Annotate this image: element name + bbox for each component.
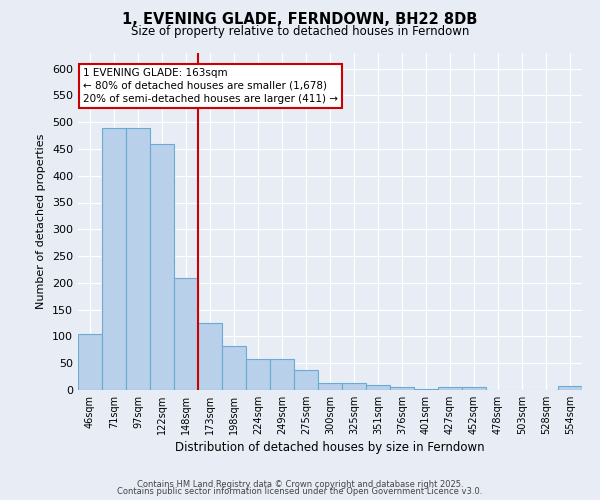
Bar [270, 360, 294, 390]
Bar [462, 388, 486, 390]
Bar [438, 388, 462, 390]
Bar [342, 383, 366, 390]
Bar [246, 360, 270, 390]
Bar [150, 144, 174, 390]
Bar [390, 388, 414, 390]
Bar [174, 278, 198, 390]
Bar [222, 346, 246, 390]
Text: Size of property relative to detached houses in Ferndown: Size of property relative to detached ho… [131, 25, 469, 38]
Bar [78, 334, 102, 390]
Y-axis label: Number of detached properties: Number of detached properties [37, 134, 46, 309]
Text: Contains public sector information licensed under the Open Government Licence v3: Contains public sector information licen… [118, 487, 482, 496]
X-axis label: Distribution of detached houses by size in Ferndown: Distribution of detached houses by size … [175, 442, 485, 454]
Bar [126, 128, 150, 390]
Text: 1, EVENING GLADE, FERNDOWN, BH22 8DB: 1, EVENING GLADE, FERNDOWN, BH22 8DB [122, 12, 478, 28]
Bar [558, 386, 582, 390]
Bar [366, 384, 390, 390]
Text: Contains HM Land Registry data © Crown copyright and database right 2025.: Contains HM Land Registry data © Crown c… [137, 480, 463, 489]
Bar [414, 389, 438, 390]
Text: 1 EVENING GLADE: 163sqm
← 80% of detached houses are smaller (1,678)
20% of semi: 1 EVENING GLADE: 163sqm ← 80% of detache… [83, 68, 338, 104]
Bar [294, 370, 318, 390]
Bar [102, 128, 126, 390]
Bar [198, 323, 222, 390]
Bar [318, 383, 342, 390]
